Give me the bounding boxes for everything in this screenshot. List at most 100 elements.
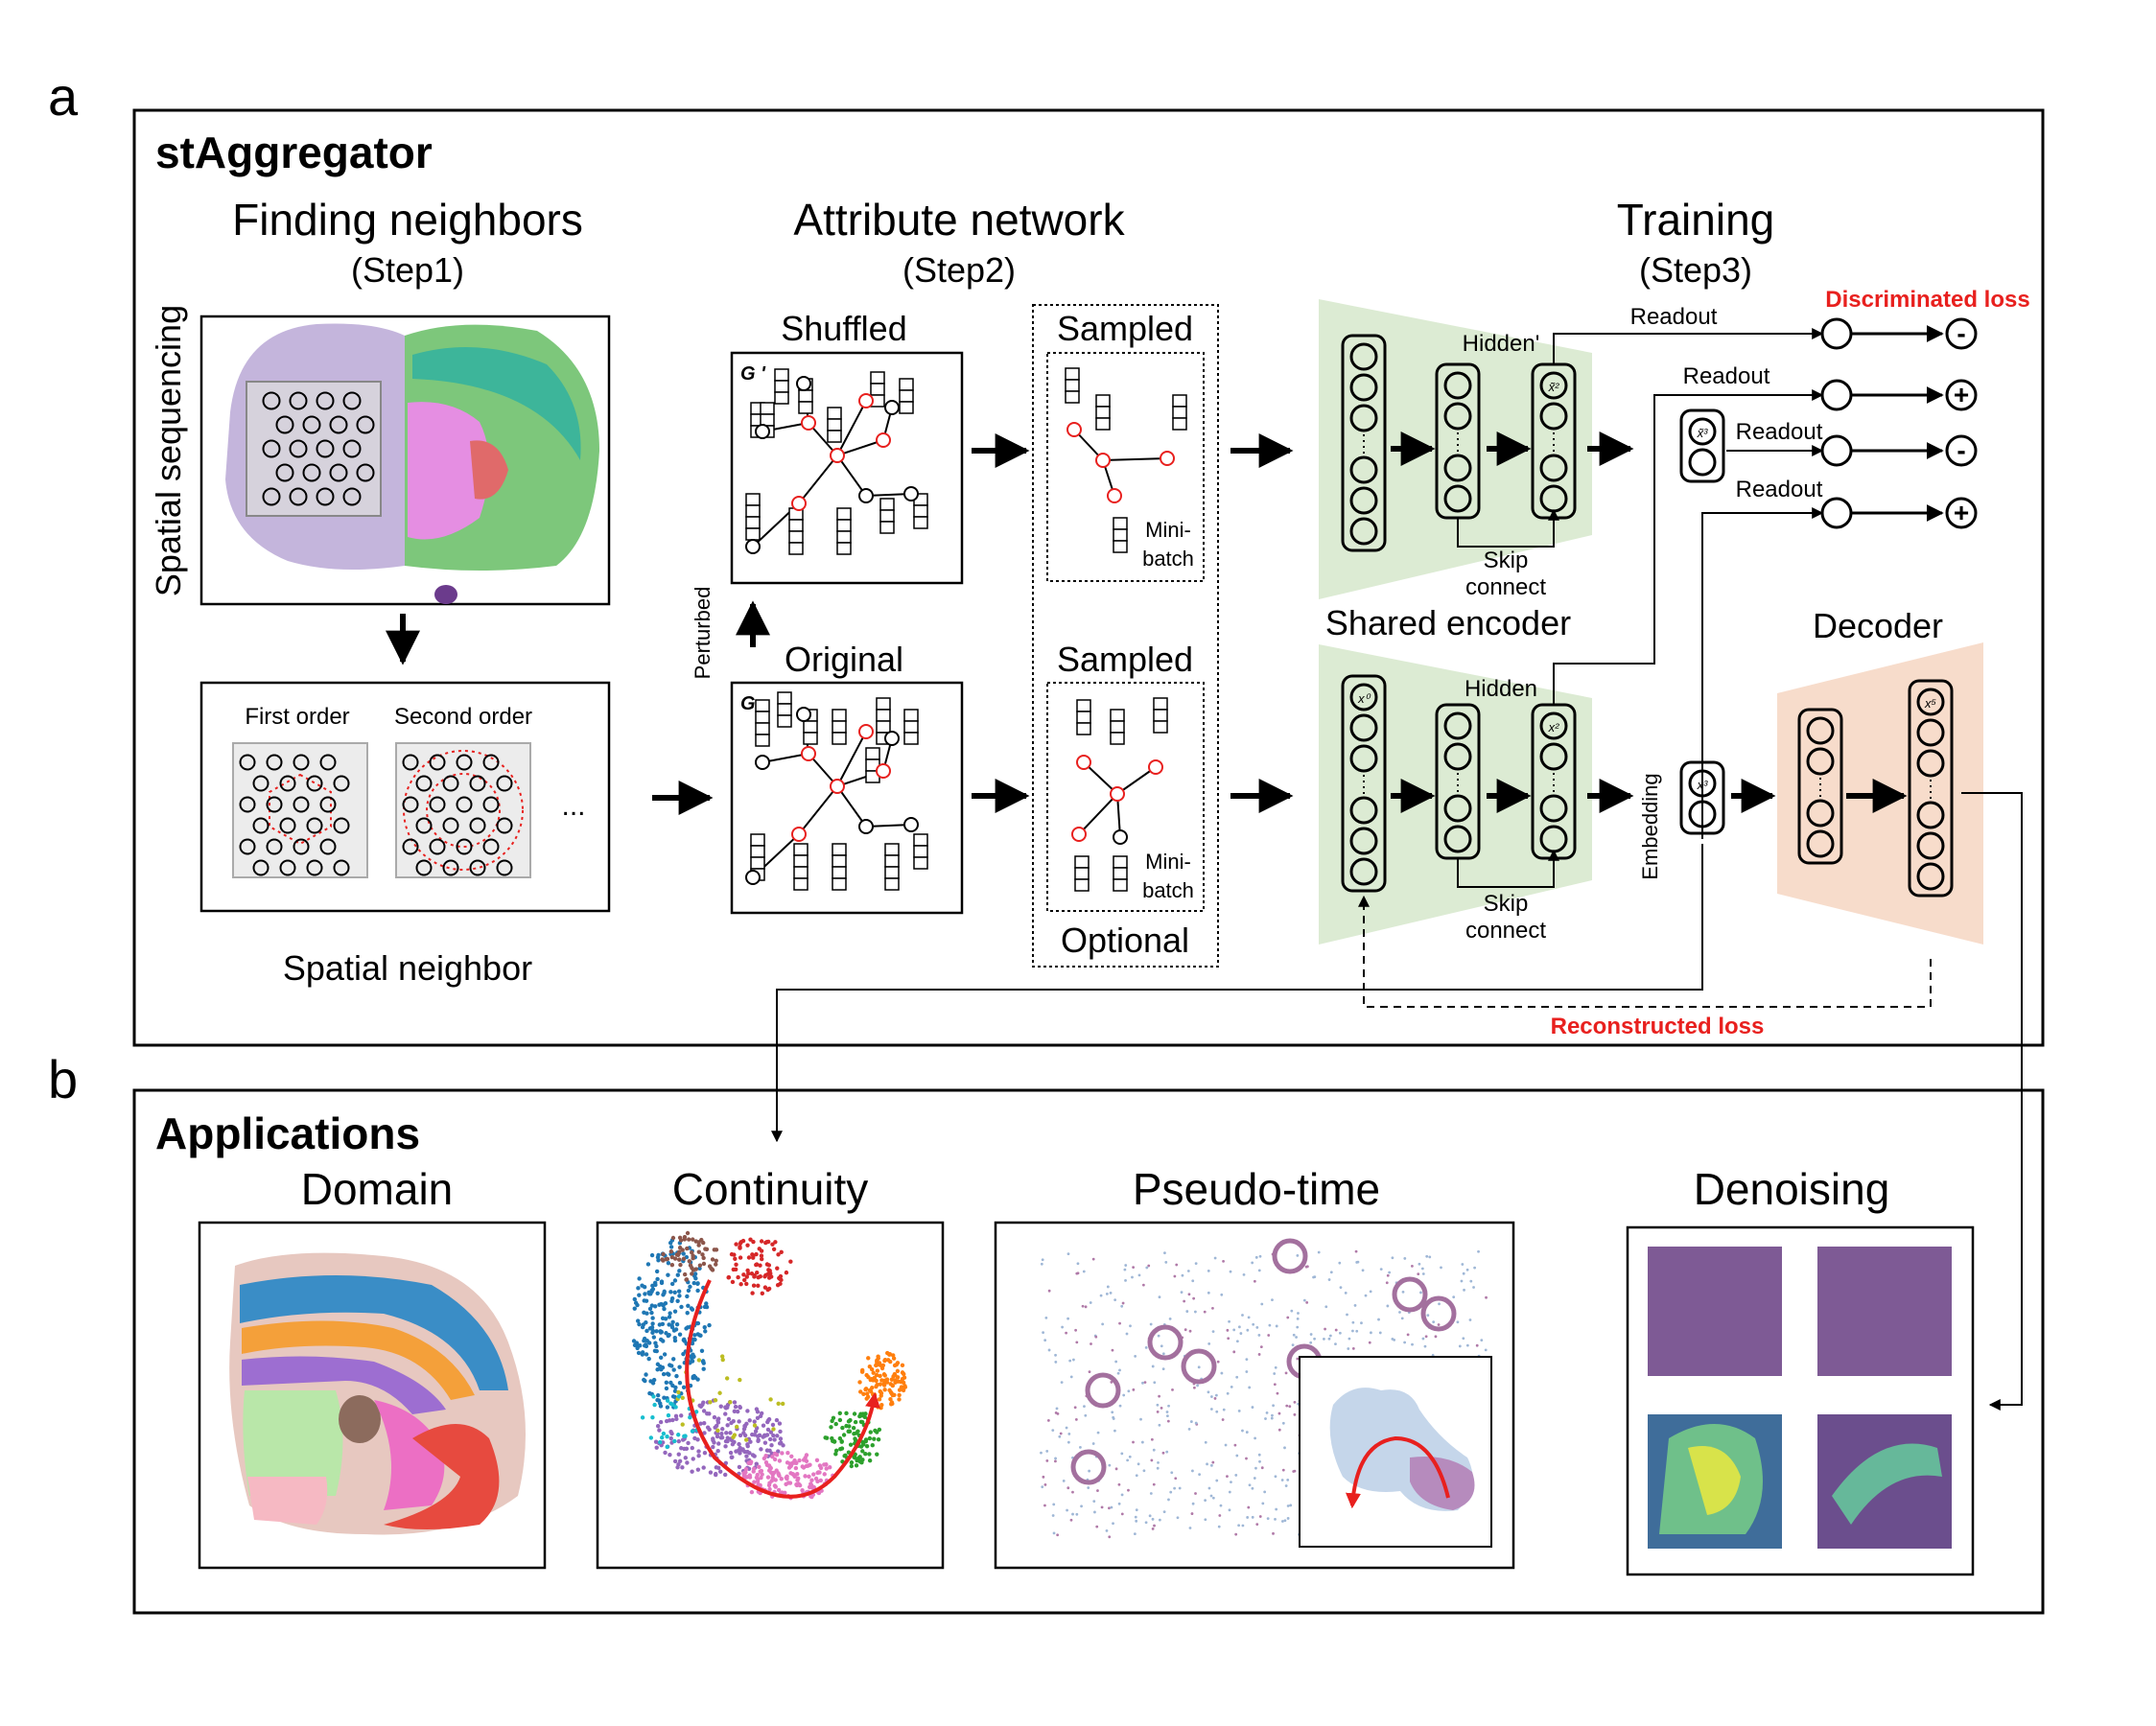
scatter-point: [1228, 1508, 1231, 1512]
scatter-point: [679, 1413, 684, 1418]
feature-cell: [913, 504, 928, 518]
scatter-point: [696, 1249, 702, 1254]
scatter-point: [1194, 1421, 1198, 1425]
scatter-point: [1118, 1368, 1121, 1372]
scatter-point: [642, 1336, 647, 1341]
scatter-point: [764, 1462, 770, 1468]
scatter-point: [1185, 1310, 1189, 1313]
scatter-point: [858, 1444, 864, 1449]
scatter-point: [752, 1454, 757, 1458]
graph-node: [1160, 451, 1175, 466]
scatter-point: [771, 1470, 777, 1476]
scatter-point: [1290, 1309, 1294, 1313]
scatter-point: [1222, 1408, 1226, 1411]
scatter-point: [713, 1425, 717, 1430]
layer-symbol: x⁰: [1357, 691, 1371, 706]
feature-cell: [1113, 878, 1128, 892]
scatter-point: [690, 1469, 694, 1474]
tissue-ring: [1181, 1348, 1217, 1385]
scatter-point: [849, 1463, 855, 1469]
scatter-point: [1346, 1313, 1348, 1317]
scatter-point: [1267, 1334, 1271, 1337]
scatter-point: [889, 1377, 895, 1382]
scatter-point: [1239, 1332, 1243, 1335]
scatter-point: [1114, 1360, 1118, 1364]
scatter-point: [1109, 1291, 1113, 1294]
plus-node: [1945, 497, 1978, 529]
scatter-point: [875, 1452, 879, 1457]
scatter-point: [868, 1430, 873, 1434]
scatter-point: [878, 1373, 882, 1379]
first-order-grid: [232, 742, 368, 878]
scatter-point: [738, 1405, 742, 1411]
hidden-prime-label: Hidden': [1463, 331, 1540, 357]
feature-cell: [745, 493, 761, 506]
scatter-point: [717, 1469, 723, 1474]
scatter-point: [668, 1380, 673, 1386]
feature-cell: [774, 380, 789, 393]
scatter-point: [701, 1261, 707, 1267]
spot: [442, 817, 459, 834]
scatter-point: [1152, 1448, 1156, 1452]
scatter-point: [691, 1354, 696, 1359]
scatter-point: [1132, 1440, 1135, 1444]
neuron: [1443, 484, 1472, 513]
scatter-point: [685, 1230, 691, 1236]
scatter-point: [1044, 1317, 1048, 1319]
graph-node: [884, 400, 900, 415]
scatter-point: [1170, 1471, 1174, 1475]
scatter-point: [686, 1303, 691, 1308]
scatter-point: [1253, 1279, 1256, 1283]
spot: [279, 859, 296, 876]
scatter-point: [725, 1423, 730, 1428]
scatter-point: [744, 1421, 749, 1427]
neuron: [1916, 749, 1945, 778]
scatter-point: [1157, 1460, 1160, 1464]
scatter-point: [892, 1371, 898, 1377]
tissue-ring: [1420, 1295, 1457, 1332]
scatter-point: [1180, 1291, 1183, 1294]
graph-edge: [762, 753, 809, 763]
scatter-point: [1354, 1249, 1358, 1253]
scatter-point: [788, 1259, 793, 1264]
spot: [456, 838, 473, 855]
scatter-point: [726, 1416, 732, 1422]
spot: [442, 859, 459, 876]
tissue-ring: [1085, 1372, 1121, 1409]
scatter-point: [1438, 1302, 1441, 1306]
scatter-point: [676, 1389, 681, 1395]
neuron: [1443, 371, 1472, 400]
scatter-point: [1273, 1372, 1277, 1375]
minibatch-top-line1: Mini-: [1145, 518, 1191, 542]
scatter-point: [1149, 1322, 1153, 1326]
scatter-point: [745, 1268, 750, 1273]
scatter-point: [1368, 1341, 1371, 1344]
scatter-point: [1106, 1285, 1110, 1289]
scatter-point: [1293, 1412, 1297, 1416]
scatter-point: [684, 1446, 690, 1452]
neuron: [1443, 742, 1472, 771]
feature-cell: [1065, 367, 1080, 381]
scatter-point: [767, 1448, 772, 1454]
scatter-point: [1222, 1259, 1225, 1263]
scatter-point: [1071, 1512, 1074, 1516]
scatter-point: [1075, 1341, 1079, 1344]
scatter-point: [680, 1437, 686, 1442]
scatter-point: [702, 1420, 707, 1426]
scatter-point: [1204, 1518, 1207, 1522]
graph-node: [801, 415, 816, 431]
scatter-point: [1139, 1417, 1142, 1421]
scatter-point: [748, 1439, 753, 1444]
scatter-point: [863, 1387, 869, 1391]
scatter-point: [1297, 1312, 1300, 1315]
scatter-point: [677, 1364, 682, 1369]
scatter-point: [1234, 1474, 1238, 1477]
scatter-point: [1324, 1327, 1326, 1331]
scatter-point: [1189, 1420, 1193, 1423]
scatter-point: [1280, 1479, 1284, 1481]
scatter-point: [1245, 1358, 1249, 1362]
feature-cell: [836, 507, 852, 521]
scatter-point: [661, 1293, 666, 1297]
scatter-point: [1276, 1391, 1279, 1395]
